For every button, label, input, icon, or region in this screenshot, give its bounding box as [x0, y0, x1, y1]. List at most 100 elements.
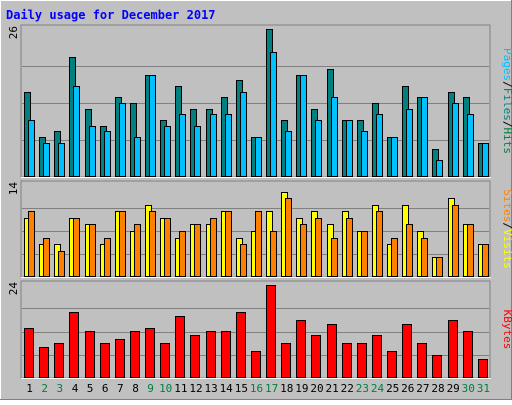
bar-sites-day-29 — [452, 205, 459, 277]
bar-sites-day-2 — [43, 238, 50, 277]
day-label-16: 16 — [250, 382, 263, 395]
day-label-29: 29 — [447, 382, 460, 395]
day-label-25: 25 — [386, 382, 399, 395]
bar-sites-day-13 — [210, 218, 217, 277]
bar-sites-day-15 — [240, 244, 247, 277]
bar-kbytes-day-3 — [54, 343, 64, 378]
y-axis-max-label-visits-sites: 14 — [7, 182, 20, 196]
bar-kbytes-day-8 — [130, 331, 140, 378]
bar-sites-day-19 — [300, 224, 307, 277]
bar-sites-day-31 — [482, 244, 489, 277]
bar-sites-day-4 — [73, 218, 80, 277]
bar-kbytes-day-9 — [145, 328, 155, 378]
day-label-27: 27 — [416, 382, 429, 395]
bar-kbytes-day-15 — [236, 312, 246, 378]
bar-pages-day-28 — [436, 160, 443, 177]
day-label-1: 1 — [26, 382, 33, 395]
bar-pages-day-30 — [467, 114, 474, 177]
bar-pages-day-27 — [421, 97, 428, 177]
bar-pages-day-10 — [164, 126, 171, 177]
bar-sites-day-27 — [421, 238, 428, 277]
day-label-13: 13 — [204, 382, 217, 395]
bar-pages-day-17 — [270, 52, 277, 177]
bar-sites-day-11 — [179, 231, 186, 277]
side-legend-hits-files-pages: Pages/Files/Hits — [501, 48, 512, 154]
bar-pages-day-3 — [58, 143, 65, 177]
bar-sites-day-14 — [225, 211, 232, 277]
day-label-9: 9 — [147, 382, 154, 395]
day-label-30: 30 — [462, 382, 475, 395]
bar-kbytes-day-6 — [100, 343, 110, 378]
bar-kbytes-day-24 — [372, 335, 382, 378]
day-label-7: 7 — [117, 382, 124, 395]
y-axis-max-label-kbytes: 24 — [7, 282, 20, 296]
day-label-18: 18 — [280, 382, 293, 395]
bar-sites-day-12 — [194, 224, 201, 277]
bar-sites-day-1 — [28, 211, 35, 277]
side-legend-part: KBytes — [501, 310, 512, 350]
bar-kbytes-day-20 — [311, 335, 321, 378]
bar-sites-day-22 — [346, 218, 353, 277]
bar-pages-day-25 — [391, 137, 398, 177]
bar-pages-day-15 — [240, 92, 247, 177]
bar-sites-day-17 — [270, 231, 277, 277]
bar-kbytes-day-18 — [281, 343, 291, 378]
bar-kbytes-day-16 — [251, 351, 261, 378]
day-label-11: 11 — [174, 382, 187, 395]
side-legend-part: Sites — [501, 189, 512, 222]
bar-pages-day-16 — [255, 137, 262, 177]
day-label-3: 3 — [56, 382, 63, 395]
bar-pages-day-23 — [361, 131, 368, 177]
bar-kbytes-day-14 — [221, 331, 231, 378]
x-axis-day-labels: 1 2 3 4 5 6 7 8 9 10 11 12 13 14 15 16 17 18 19 20 21 22 23 24 2… — [26, 382, 490, 395]
side-legend-part: / — [501, 222, 512, 229]
bar-kbytes-day-26 — [402, 324, 412, 378]
bar-kbytes-day-30 — [463, 331, 473, 378]
bar-sites-day-25 — [391, 238, 398, 277]
side-legend-part: Pages — [501, 48, 512, 81]
bar-sites-day-5 — [89, 224, 96, 277]
bar-sites-day-10 — [164, 218, 171, 277]
bar-kbytes-day-11 — [175, 316, 185, 378]
bar-pages-day-4 — [73, 86, 80, 177]
series-files — [24, 29, 485, 177]
bar-pages-day-6 — [104, 131, 111, 177]
bar-kbytes-day-21 — [327, 324, 337, 378]
bar-sites-day-18 — [285, 198, 292, 277]
day-label-23: 23 — [356, 382, 369, 395]
bar-kbytes-day-2 — [39, 347, 49, 378]
bar-sites-day-21 — [331, 238, 338, 277]
day-label-17: 17 — [265, 382, 278, 395]
bar-sites-day-20 — [315, 218, 322, 277]
bar-pages-day-9 — [149, 75, 156, 177]
bar-pages-day-13 — [210, 114, 217, 177]
bar-pages-day-19 — [300, 75, 307, 177]
bar-sites-day-3 — [58, 251, 65, 277]
bar-pages-day-26 — [406, 109, 413, 177]
bar-pages-day-7 — [119, 103, 126, 177]
bar-kbytes-day-13 — [206, 331, 216, 378]
bar-pages-day-22 — [346, 120, 353, 177]
bar-kbytes-day-17 — [266, 285, 276, 378]
y-axis-max-label-hits-files-pages: 26 — [7, 26, 20, 39]
bar-kbytes-day-1 — [24, 328, 34, 378]
series-kbytes — [24, 285, 488, 378]
day-label-31: 31 — [477, 382, 490, 395]
day-label-4: 4 — [72, 382, 79, 395]
bar-pages-day-8 — [134, 137, 141, 177]
bar-pages-day-21 — [331, 97, 338, 177]
day-label-20: 20 — [310, 382, 323, 395]
panel-hits-files-pages: 26 Pages/Files/Hits — [7, 24, 512, 178]
bar-kbytes-day-22 — [342, 343, 352, 378]
bar-sites-day-7 — [119, 211, 126, 277]
bar-pages-day-31 — [482, 143, 489, 177]
bar-kbytes-day-25 — [387, 351, 397, 378]
bar-pages-day-24 — [376, 114, 383, 177]
day-label-2: 2 — [41, 382, 48, 395]
day-label-28: 28 — [431, 382, 444, 395]
side-legend-part: Hits — [501, 128, 512, 155]
bar-pages-day-29 — [452, 103, 459, 177]
bar-kbytes-day-4 — [69, 312, 79, 378]
